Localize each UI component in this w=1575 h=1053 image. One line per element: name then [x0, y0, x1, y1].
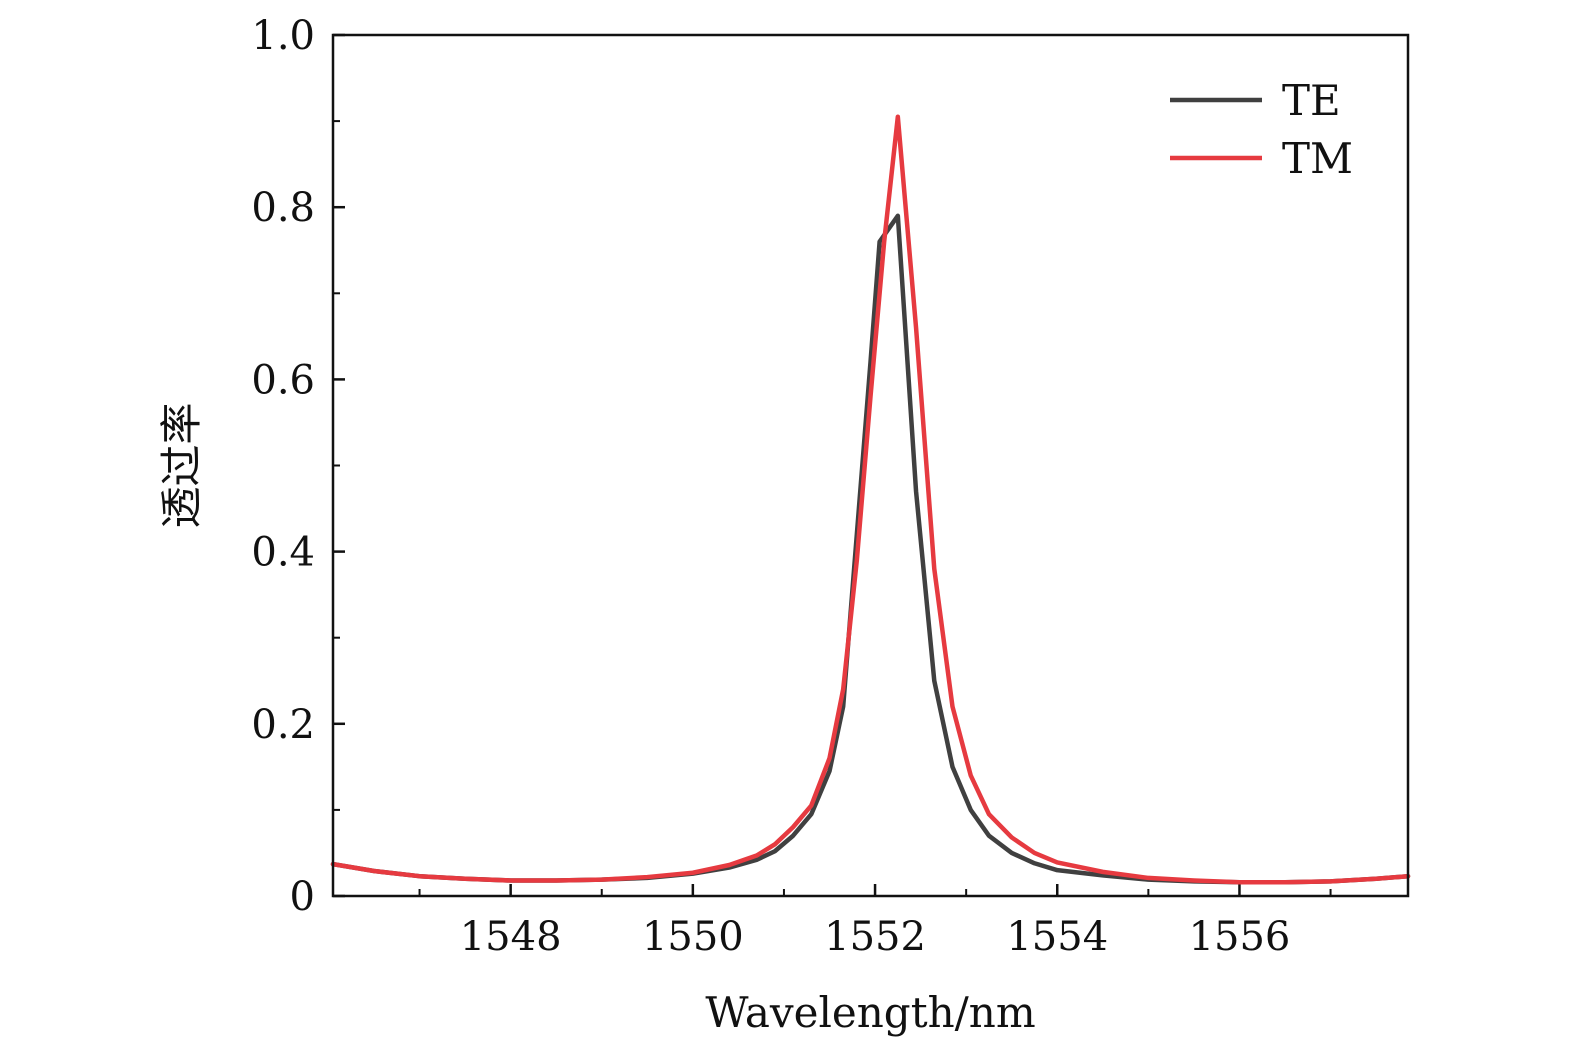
x-tick-label: 1550 — [642, 914, 744, 960]
legend: TE TM — [1170, 76, 1353, 183]
series-line-tm — [330, 114, 1411, 885]
x-tick-label: 1556 — [1189, 914, 1291, 960]
y-tick-label: 0 — [290, 874, 315, 920]
y-tick-label: 0.8 — [251, 185, 315, 231]
plot-frame — [331, 33, 1410, 898]
x-tick-label: 1554 — [1006, 914, 1108, 960]
y-tick-label: 1.0 — [251, 13, 315, 59]
y-tick-label: 0.6 — [251, 357, 315, 403]
y-axis-title: 透过率 — [157, 402, 206, 528]
plot-lines — [330, 114, 1411, 885]
x-tick-label: 1552 — [824, 914, 926, 960]
legend-label-te: TE — [1282, 76, 1341, 125]
x-axis-title: Wavelength/nm — [705, 988, 1035, 1037]
x-tick-label: 1548 — [460, 914, 562, 960]
legend-label-tm: TM — [1282, 134, 1353, 183]
y-tick-label: 0.2 — [251, 702, 315, 748]
tick-labels: 1548 1550 1552 1554 1556 0 0.2 0.4 0.6 0.8 1.0 — [251, 13, 1290, 960]
y-tick-label: 0.4 — [251, 530, 315, 576]
